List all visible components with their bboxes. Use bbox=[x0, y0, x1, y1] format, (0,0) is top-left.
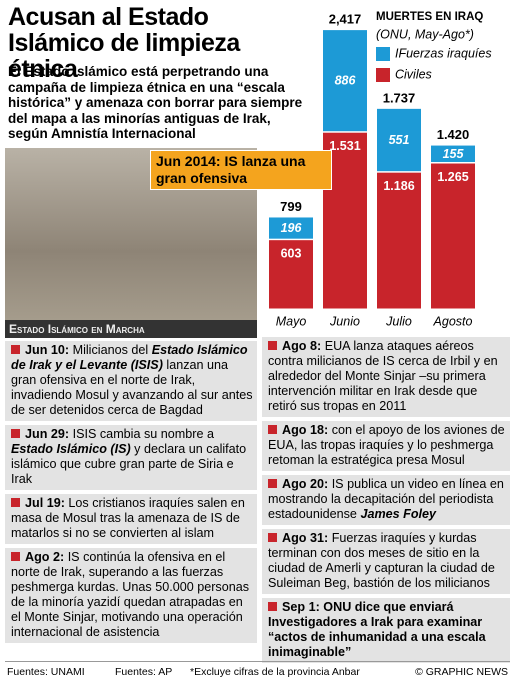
entry-text: ONU dice que enviará Investigadores a Ir… bbox=[268, 600, 486, 659]
footer: Fuentes: UNAMI Fuentes: AP *Excluye cifr… bbox=[5, 661, 510, 682]
timeline-entry: Ago 8: EUA lanza ataques aéreos contra m… bbox=[262, 337, 510, 417]
marker bbox=[11, 345, 20, 354]
bar-segment bbox=[377, 108, 421, 172]
timeline-left: Jun 10: Milicianos del Estado Islámico d… bbox=[5, 341, 257, 643]
entry-date: Ago 8: bbox=[282, 339, 322, 353]
entry-text: EUA lanza ataques aéreos contra milician… bbox=[268, 339, 498, 413]
marker bbox=[11, 429, 20, 438]
bar-segment bbox=[377, 172, 421, 309]
chart-subtitle: (ONU, May-Ago*) bbox=[376, 27, 474, 41]
timeline-entry: Ago 18: con el apoyo de los aviones de E… bbox=[262, 421, 510, 471]
entry-text: Los cristianos iraquíes salen en masa de… bbox=[11, 496, 245, 540]
bar-segment bbox=[269, 217, 313, 239]
total-label: 2,417 bbox=[329, 12, 362, 27]
marker bbox=[268, 533, 277, 542]
legend-label: IFuerzas iraquíes bbox=[395, 46, 492, 60]
timeline-entry: Ago 20: IS publica un video en línea en … bbox=[262, 475, 510, 525]
total-label: 1.420 bbox=[437, 127, 470, 142]
entry-text: Estado Islámico de Irak y el Levante (IS… bbox=[11, 343, 248, 372]
legend-label: Civiles bbox=[395, 67, 432, 81]
callout: Jun 2014: IS lanza una gran ofensiva bbox=[150, 150, 332, 190]
marker bbox=[268, 479, 277, 488]
subtitle: El Estado Islámico está perpetrando una … bbox=[8, 64, 303, 141]
x-tick-label: Agosto bbox=[433, 314, 473, 328]
value-label: 603 bbox=[281, 246, 302, 260]
timeline-entry: Ago 2: IS continúa la ofensiva en el nor… bbox=[5, 548, 257, 643]
entry-date: Jun 10: bbox=[25, 343, 70, 357]
timeline-right: Ago 8: EUA lanza ataques aéreos contra m… bbox=[262, 337, 510, 663]
entry-date: Ago 18: bbox=[282, 423, 329, 437]
timeline-entry: Jun 10: Milicianos del Estado Islámico d… bbox=[5, 341, 257, 421]
entry-text: IS publica un video en línea en mostrand… bbox=[268, 477, 504, 521]
timeline-entry: Ago 31: Fuerzas iraquíes y kurdas termin… bbox=[262, 529, 510, 594]
timeline-entry: Jun 29: ISIS cambia su nombre a Estado I… bbox=[5, 425, 257, 490]
value-label: 196 bbox=[281, 221, 303, 235]
credit: © GRAPHIC NEWS bbox=[415, 666, 508, 678]
entry-text: James Foley bbox=[360, 507, 437, 521]
value-label: 551 bbox=[389, 133, 410, 147]
source: Fuentes: UNAMI bbox=[7, 666, 85, 678]
x-tick-label: Junio bbox=[329, 314, 360, 328]
entry-text: Estado Islámico (IS) bbox=[11, 442, 131, 456]
legend-swatch bbox=[376, 68, 390, 82]
value-label: 1.531 bbox=[329, 139, 360, 153]
entry-text: Fuerzas iraquíes y kurdas terminan con d… bbox=[268, 531, 495, 590]
value-label: 155 bbox=[443, 147, 465, 161]
entry-date: Sep 1: bbox=[282, 600, 320, 614]
chart-title: Muertes en Iraq bbox=[376, 11, 483, 23]
entry-text: y declara un califato islámico que cubre… bbox=[11, 442, 247, 486]
timeline-entry: Sep 1: ONU dice que enviará Investigador… bbox=[262, 598, 510, 663]
entry-date: Jun 29: bbox=[25, 427, 70, 441]
marker bbox=[268, 341, 277, 350]
entry-text: ISIS cambia su nombre a bbox=[72, 427, 214, 441]
legend-swatch bbox=[376, 47, 390, 61]
source: Fuentes: AP bbox=[115, 666, 173, 678]
entry-text: Milicianos del bbox=[72, 343, 152, 357]
marker bbox=[11, 552, 20, 561]
bar-segment bbox=[431, 145, 475, 163]
chart: Muertes en Iraq (ONU, May-Ago*) IFuerzas… bbox=[269, 11, 492, 328]
value-label: 1.265 bbox=[437, 170, 468, 184]
marker bbox=[268, 602, 277, 611]
x-tick-label: Julio bbox=[385, 314, 412, 328]
timeline-entry: Jul 19: Los cristianos iraquíes salen en… bbox=[5, 494, 257, 544]
bar-segment bbox=[323, 30, 367, 132]
entry-text: lanzan una gran ofensiva en el norte de … bbox=[11, 358, 253, 417]
marker bbox=[11, 498, 20, 507]
value-label: 1.186 bbox=[383, 179, 414, 193]
total-label: 1.737 bbox=[383, 90, 416, 105]
timeline-heading: Estado Islámico en Marcha bbox=[5, 320, 257, 338]
entry-date: Jul 19: bbox=[25, 496, 65, 510]
note: *Excluye cifras de la provincia Anbar bbox=[190, 666, 360, 678]
x-tick-label: Mayo bbox=[276, 314, 307, 328]
entry-date: Ago 20: bbox=[282, 477, 329, 491]
title: Acusan al Estado Islámico de limpieza ét… bbox=[8, 3, 240, 83]
entry-date: Ago 31: bbox=[282, 531, 329, 545]
bar-segment bbox=[269, 240, 313, 309]
value-label: 886 bbox=[335, 74, 357, 88]
entry-date: Ago 2: bbox=[25, 550, 65, 564]
total-label: 799 bbox=[280, 199, 302, 214]
bar-segment bbox=[431, 163, 475, 309]
marker bbox=[268, 425, 277, 434]
entry-text: IS continúa la ofensiva en el norte de I… bbox=[11, 550, 250, 639]
entry-text: con el apoyo de los aviones de EUA, las … bbox=[268, 423, 505, 467]
